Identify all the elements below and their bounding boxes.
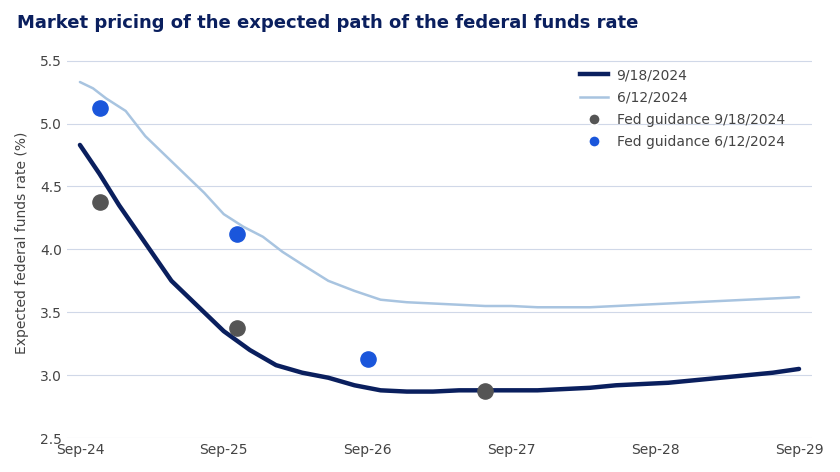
- Text: Market pricing of the expected path of the federal funds rate: Market pricing of the expected path of t…: [17, 14, 638, 32]
- Point: [92, 198, 106, 206]
- Point: [230, 230, 244, 237]
- Point: [361, 356, 375, 363]
- Y-axis label: Expected federal funds rate (%): Expected federal funds rate (%): [15, 132, 29, 354]
- Point: [230, 324, 244, 332]
- Point: [479, 387, 492, 395]
- Legend: 9/18/2024, 6/12/2024, Fed guidance 9/18/2024, Fed guidance 6/12/2024: 9/18/2024, 6/12/2024, Fed guidance 9/18/…: [575, 63, 790, 155]
- Point: [92, 104, 106, 111]
